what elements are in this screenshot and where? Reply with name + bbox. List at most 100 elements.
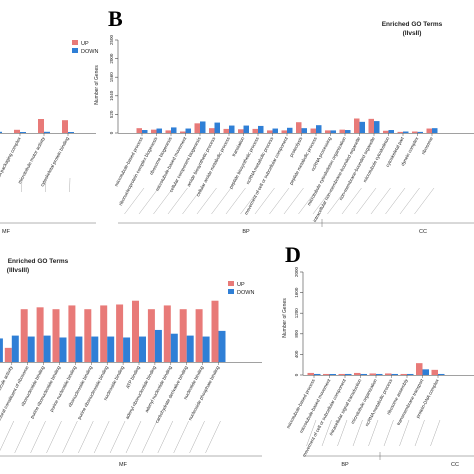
bar-up [383, 130, 389, 133]
bar-up [151, 129, 157, 133]
bar-up [20, 309, 28, 362]
y-tick-label: 0 [109, 131, 114, 134]
bracket-line [173, 420, 189, 454]
bar-down [0, 338, 3, 362]
bracket-line [306, 419, 317, 447]
y-tick-label: 2500 [109, 34, 114, 45]
category-label: cytoskeletal protein binding [39, 136, 70, 188]
bar-up [14, 129, 20, 133]
bar-up [238, 129, 244, 133]
category-label: microtubule cytoskeleton [362, 136, 390, 183]
legend-down-label: DOWN [237, 290, 254, 296]
category-label: ribosome [421, 136, 434, 155]
bar-up [223, 128, 229, 133]
group-label: BP [341, 462, 349, 468]
category-label: DNA packaging complex [0, 136, 22, 183]
bar-down [316, 125, 322, 133]
bar-down [376, 373, 383, 375]
bar-up [36, 307, 44, 362]
bracket-line [46, 420, 62, 454]
category-label: adenyl ribonucleotide binding [124, 365, 157, 420]
bar-up [179, 309, 187, 362]
bracket-line [327, 187, 348, 215]
category-label: purine ribonucleotide binding [29, 365, 61, 420]
bracket-line [383, 419, 394, 447]
panel-d-letter: D [285, 242, 301, 267]
y-tick-label: 520 [109, 110, 114, 118]
bar-up [412, 131, 418, 133]
bar-up [194, 123, 200, 133]
category-label: proteolysis [289, 136, 304, 158]
category-label: purine ribonucleoside binding [77, 365, 110, 421]
bracket-line [414, 419, 425, 447]
y-tick-label: 800 [294, 330, 299, 338]
panel-b-letter: B [108, 6, 123, 31]
bracket-line [109, 420, 126, 454]
bracket-line [399, 419, 410, 447]
bracket-line [341, 187, 362, 215]
bar-down [422, 369, 429, 375]
bar-down [44, 131, 50, 133]
bar-up [369, 373, 376, 375]
legend-up-swatch [228, 281, 234, 286]
bar-down [329, 374, 336, 375]
bracket-line [298, 187, 319, 215]
bracket-line [352, 419, 363, 447]
bar-down [330, 130, 336, 133]
bracket-line [385, 187, 406, 215]
bar-up [100, 305, 108, 362]
bracket-line [62, 420, 78, 454]
bracket-line [14, 420, 30, 454]
legend-up-label: UP [237, 282, 245, 288]
bar-up [338, 373, 345, 375]
bar-down [91, 336, 99, 362]
panel-c-legend: UP DOWN [228, 281, 254, 296]
y-tick-label: 2000 [294, 266, 299, 277]
bar-down [403, 131, 409, 133]
bar-down [202, 336, 210, 362]
category-label: ncRNA metabolic process [364, 378, 393, 427]
bracket-line [430, 419, 441, 447]
bracket-line [21, 177, 23, 193]
bar-down [229, 125, 235, 133]
bar-up [426, 128, 432, 133]
bar-up [267, 130, 273, 133]
panel-c-title: Enriched GO Terms [8, 258, 69, 265]
group-label: MF [2, 229, 11, 235]
bar-down [185, 128, 191, 133]
bar-down [0, 131, 2, 133]
y-tick-label: 1600 [294, 287, 299, 298]
bracket-line [370, 187, 391, 215]
bar-down [11, 335, 19, 362]
bar-down [75, 336, 83, 362]
bracket-line [125, 420, 142, 454]
bar-down [407, 373, 414, 375]
bar-down [43, 335, 51, 362]
bar-down [107, 336, 115, 362]
category-label: peptide metabolic process [288, 136, 318, 186]
bar-up [52, 309, 60, 362]
bracket-line [211, 187, 232, 215]
bar-up [4, 347, 12, 362]
bracket-line [196, 187, 217, 215]
bracket-line [312, 187, 333, 215]
panel-d-ylabel: Number of Genes [282, 298, 288, 338]
legend-up-swatch [72, 40, 78, 45]
legend-down-swatch [228, 289, 234, 294]
bar-up [400, 373, 407, 375]
group-label: MF [119, 462, 128, 468]
y-tick-label: 1040 [109, 90, 114, 101]
bracket-line [153, 187, 174, 215]
bar-down [438, 373, 445, 375]
bar-up [38, 119, 44, 133]
bar-up [281, 130, 287, 133]
bracket-line [30, 420, 46, 454]
bar-down [154, 329, 162, 362]
bracket-line [0, 420, 14, 451]
bar-up [339, 129, 345, 133]
bar-down [139, 336, 146, 362]
y-tick-label: 1200 [294, 308, 299, 319]
bracket-line [138, 187, 159, 215]
bracket-line [124, 187, 145, 215]
bar-up [209, 128, 215, 133]
